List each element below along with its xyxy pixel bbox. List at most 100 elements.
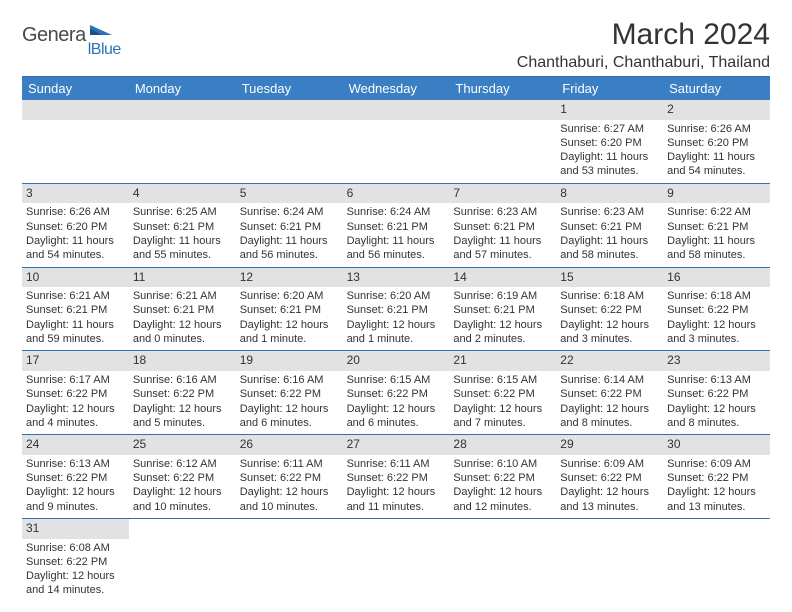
day-number: 13 [343,268,450,288]
day-cell: 10Sunrise: 6:21 AMSunset: 6:21 PMDayligh… [22,268,129,352]
sunset-text: Sunset: 6:22 PM [240,471,339,485]
day-body: Sunrise: 6:25 AMSunset: 6:21 PMDaylight:… [129,203,236,266]
day-number: 3 [22,184,129,204]
day-body: Sunrise: 6:17 AMSunset: 6:22 PMDaylight:… [22,371,129,434]
day-cell: 22Sunrise: 6:14 AMSunset: 6:22 PMDayligh… [556,351,663,435]
sunrise-text: Sunrise: 6:20 AM [240,289,339,303]
daylight-text: Daylight: 12 hours and 1 minute. [240,318,339,347]
day-cell: 4Sunrise: 6:25 AMSunset: 6:21 PMDaylight… [129,184,236,268]
day-body: Sunrise: 6:21 AMSunset: 6:21 PMDaylight:… [129,287,236,350]
daylight-text: Daylight: 11 hours and 54 minutes. [667,150,766,179]
sunrise-text: Sunrise: 6:23 AM [560,205,659,219]
day-number: 19 [236,351,343,371]
empty-cell [236,100,343,184]
logo-text-1: Genera [22,24,86,47]
daylight-text: Daylight: 12 hours and 1 minute. [347,318,446,347]
day-body: Sunrise: 6:15 AMSunset: 6:22 PMDaylight:… [343,371,450,434]
day-cell: 3Sunrise: 6:26 AMSunset: 6:20 PMDaylight… [22,184,129,268]
daylight-text: Daylight: 11 hours and 58 minutes. [667,234,766,263]
day-body: Sunrise: 6:16 AMSunset: 6:22 PMDaylight:… [129,371,236,434]
day-cell: 9Sunrise: 6:22 AMSunset: 6:21 PMDaylight… [663,184,770,268]
sunset-text: Sunset: 6:21 PM [560,220,659,234]
daylight-text: Daylight: 11 hours and 58 minutes. [560,234,659,263]
location: Chanthaburi, Chanthaburi, Thailand [517,54,770,72]
sunrise-text: Sunrise: 6:13 AM [26,457,125,471]
empty-cell [449,100,556,184]
day-body: Sunrise: 6:13 AMSunset: 6:22 PMDaylight:… [663,371,770,434]
day-body: Sunrise: 6:27 AMSunset: 6:20 PMDaylight:… [556,120,663,183]
day-body: Sunrise: 6:09 AMSunset: 6:22 PMDaylight:… [663,455,770,518]
sunrise-text: Sunrise: 6:23 AM [453,205,552,219]
day-header: Tuesday [236,77,343,100]
empty-cell [22,100,129,184]
day-body: Sunrise: 6:13 AMSunset: 6:22 PMDaylight:… [22,455,129,518]
sunrise-text: Sunrise: 6:11 AM [240,457,339,471]
sunset-text: Sunset: 6:22 PM [26,471,125,485]
day-cell: 5Sunrise: 6:24 AMSunset: 6:21 PMDaylight… [236,184,343,268]
day-cell: 11Sunrise: 6:21 AMSunset: 6:21 PMDayligh… [129,268,236,352]
empty-cell [556,519,663,602]
sunrise-text: Sunrise: 6:15 AM [347,373,446,387]
day-number: 15 [556,268,663,288]
sunrise-text: Sunrise: 6:21 AM [26,289,125,303]
sunset-text: Sunset: 6:22 PM [667,387,766,401]
sunrise-text: Sunrise: 6:16 AM [133,373,232,387]
day-number: 21 [449,351,556,371]
day-body: Sunrise: 6:09 AMSunset: 6:22 PMDaylight:… [556,455,663,518]
day-body: Sunrise: 6:19 AMSunset: 6:21 PMDaylight:… [449,287,556,350]
sunset-text: Sunset: 6:22 PM [240,387,339,401]
day-body: Sunrise: 6:16 AMSunset: 6:22 PMDaylight:… [236,371,343,434]
day-body: Sunrise: 6:18 AMSunset: 6:22 PMDaylight:… [556,287,663,350]
empty-cell [129,519,236,602]
day-body: Sunrise: 6:21 AMSunset: 6:21 PMDaylight:… [22,287,129,350]
day-body: Sunrise: 6:20 AMSunset: 6:21 PMDaylight:… [343,287,450,350]
day-number: 17 [22,351,129,371]
day-body: Sunrise: 6:14 AMSunset: 6:22 PMDaylight:… [556,371,663,434]
day-cell: 19Sunrise: 6:16 AMSunset: 6:22 PMDayligh… [236,351,343,435]
sunrise-text: Sunrise: 6:22 AM [667,205,766,219]
sunset-text: Sunset: 6:22 PM [560,471,659,485]
sunrise-text: Sunrise: 6:19 AM [453,289,552,303]
sunset-text: Sunset: 6:22 PM [667,303,766,317]
daylight-text: Daylight: 12 hours and 9 minutes. [26,485,125,514]
sunset-text: Sunset: 6:22 PM [453,471,552,485]
sunset-text: Sunset: 6:22 PM [26,555,125,569]
day-number: 2 [663,100,770,120]
daylight-text: Daylight: 11 hours and 56 minutes. [240,234,339,263]
sunset-text: Sunset: 6:21 PM [347,303,446,317]
sunrise-text: Sunrise: 6:18 AM [560,289,659,303]
daylight-text: Daylight: 12 hours and 14 minutes. [26,569,125,598]
day-cell: 23Sunrise: 6:13 AMSunset: 6:22 PMDayligh… [663,351,770,435]
day-cell: 20Sunrise: 6:15 AMSunset: 6:22 PMDayligh… [343,351,450,435]
day-body: Sunrise: 6:10 AMSunset: 6:22 PMDaylight:… [449,455,556,518]
day-body: Sunrise: 6:12 AMSunset: 6:22 PMDaylight:… [129,455,236,518]
day-cell: 2Sunrise: 6:26 AMSunset: 6:20 PMDaylight… [663,100,770,184]
day-number: 11 [129,268,236,288]
empty-cell [449,519,556,602]
daylight-text: Daylight: 12 hours and 0 minutes. [133,318,232,347]
month-title: March 2024 [517,18,770,52]
sunset-text: Sunset: 6:20 PM [26,220,125,234]
daylight-text: Daylight: 12 hours and 6 minutes. [240,402,339,431]
sunrise-text: Sunrise: 6:12 AM [133,457,232,471]
daylight-text: Daylight: 11 hours and 57 minutes. [453,234,552,263]
daylight-text: Daylight: 12 hours and 7 minutes. [453,402,552,431]
daylight-text: Daylight: 12 hours and 10 minutes. [133,485,232,514]
daylight-text: Daylight: 12 hours and 2 minutes. [453,318,552,347]
day-cell: 27Sunrise: 6:11 AMSunset: 6:22 PMDayligh… [343,435,450,519]
logo-text-2: lBlue [88,41,121,59]
day-cell: 14Sunrise: 6:19 AMSunset: 6:21 PMDayligh… [449,268,556,352]
sunrise-text: Sunrise: 6:24 AM [347,205,446,219]
day-cell: 26Sunrise: 6:11 AMSunset: 6:22 PMDayligh… [236,435,343,519]
day-number: 14 [449,268,556,288]
daylight-text: Daylight: 12 hours and 3 minutes. [560,318,659,347]
day-body: Sunrise: 6:08 AMSunset: 6:22 PMDaylight:… [22,539,129,602]
day-number: 29 [556,435,663,455]
day-number: 8 [556,184,663,204]
day-cell: 6Sunrise: 6:24 AMSunset: 6:21 PMDaylight… [343,184,450,268]
day-body: Sunrise: 6:24 AMSunset: 6:21 PMDaylight:… [236,203,343,266]
sunset-text: Sunset: 6:22 PM [133,387,232,401]
day-number: 27 [343,435,450,455]
day-body: Sunrise: 6:18 AMSunset: 6:22 PMDaylight:… [663,287,770,350]
day-cell: 29Sunrise: 6:09 AMSunset: 6:22 PMDayligh… [556,435,663,519]
